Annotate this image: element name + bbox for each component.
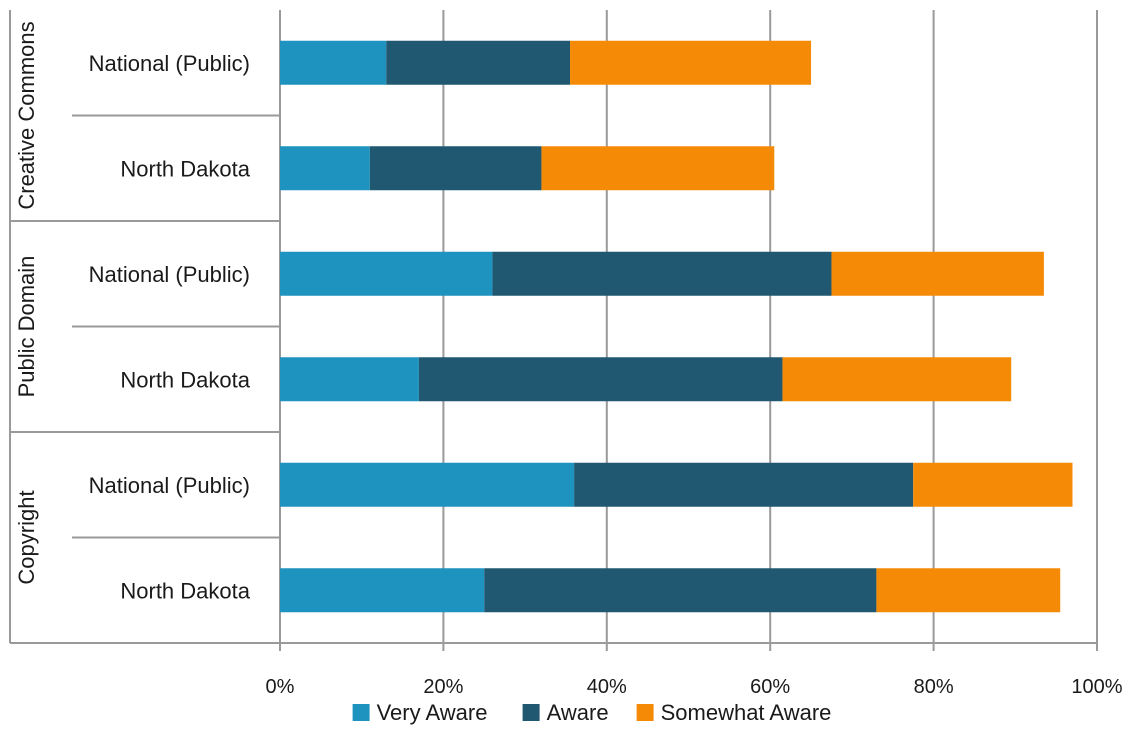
group-label: Copyright (14, 490, 39, 584)
category-label: National (Public) (89, 262, 250, 287)
x-tick-label: 80% (914, 676, 954, 698)
bar-segment-somewhat-aware (570, 40, 812, 85)
bars-layer (280, 40, 1073, 613)
bar-segment-somewhat-aware (876, 568, 1061, 613)
bar-segment-aware (574, 462, 914, 507)
bar-segment-very-aware (280, 146, 370, 191)
bar-segment-somewhat-aware (541, 146, 775, 191)
x-tick-label: 40% (587, 676, 627, 698)
category-label: National (Public) (89, 473, 250, 498)
bar-segment-somewhat-aware (913, 462, 1073, 507)
bar-segment-aware (484, 568, 877, 613)
category-label: North Dakota (120, 578, 250, 603)
legend-label: Very Aware (377, 700, 488, 725)
bar-segment-very-aware (280, 462, 575, 507)
legend: Very Aware Aware Somewhat Aware (352, 700, 832, 725)
bar-segment-aware (492, 251, 832, 296)
bar-segment-very-aware (280, 568, 485, 613)
bar-segment-somewhat-aware (782, 357, 1012, 402)
category-label: National (Public) (89, 51, 250, 76)
legend-swatch (636, 704, 654, 721)
labels-layer: 0% 20% 40% 60% 80% 100% Creative Commons Nation… (14, 21, 1123, 698)
grid-layer (442, 10, 1098, 643)
bar-segment-very-aware (280, 40, 387, 85)
bar-segment-aware (418, 357, 783, 402)
x-tick-label: 60% (750, 676, 790, 698)
bar-segment-very-aware (280, 357, 419, 402)
x-tick-label: 100% (1071, 676, 1122, 698)
axis-layer (9, 10, 1098, 651)
legend-swatch (522, 704, 540, 721)
bar-segment-somewhat-aware (831, 251, 1044, 296)
legend-label: Aware (547, 700, 609, 725)
x-tick-label: 0% (266, 676, 295, 698)
legend-swatch (352, 704, 370, 721)
x-tick-label: 20% (423, 676, 463, 698)
bar-segment-very-aware (280, 251, 493, 296)
bar-segment-aware (369, 146, 542, 191)
legend-label: Somewhat Aware (661, 700, 832, 725)
category-label: North Dakota (120, 156, 250, 181)
category-label: North Dakota (120, 367, 250, 392)
bar-segment-aware (386, 40, 571, 85)
group-label: Creative Commons (14, 21, 39, 209)
group-label: Public Domain (14, 256, 39, 398)
